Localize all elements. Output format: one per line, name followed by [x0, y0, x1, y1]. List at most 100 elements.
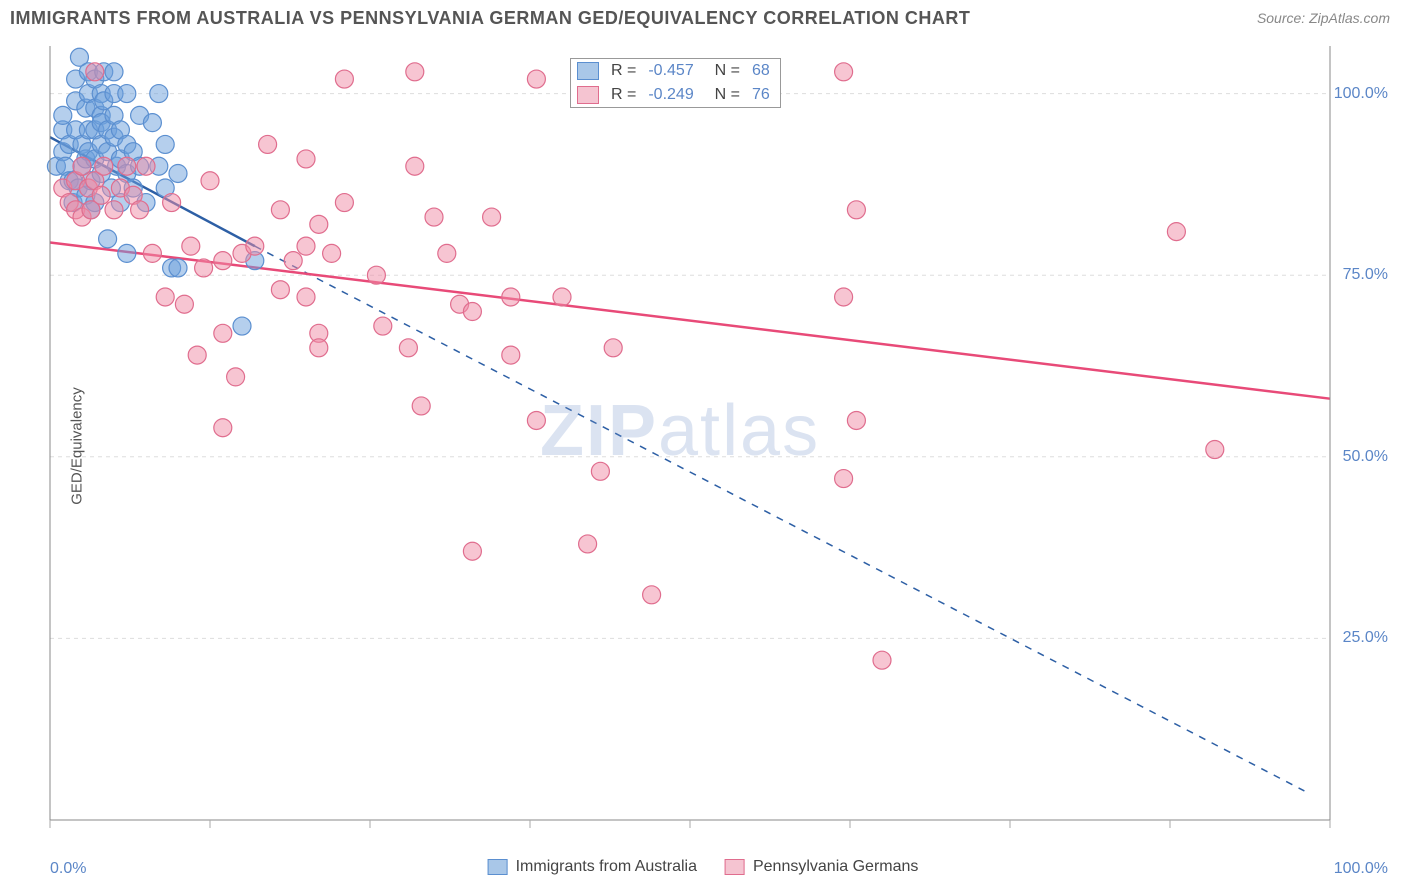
- scatter-point: [463, 542, 481, 560]
- scatter-point: [137, 157, 155, 175]
- scatter-point: [335, 70, 353, 88]
- scatter-point: [118, 157, 136, 175]
- scatter-point: [227, 368, 245, 386]
- series-swatch: [577, 62, 599, 80]
- scatter-point: [406, 63, 424, 81]
- scatter-point: [143, 114, 161, 132]
- scatter-point: [323, 244, 341, 262]
- legend-item: Pennsylvania Germans: [725, 858, 918, 876]
- scatter-point: [502, 288, 520, 306]
- scatter-point: [105, 201, 123, 219]
- series-legend: Immigrants from Australia Pennsylvania Ge…: [488, 858, 919, 876]
- scatter-chart: [0, 0, 1406, 892]
- scatter-point: [847, 201, 865, 219]
- scatter-point: [297, 237, 315, 255]
- scatter-point: [233, 317, 251, 335]
- stat-key: R =: [611, 86, 636, 104]
- x-min-label: 0.0%: [50, 860, 86, 878]
- scatter-point: [1206, 441, 1224, 459]
- scatter-point: [412, 397, 430, 415]
- scatter-point: [99, 230, 117, 248]
- scatter-point: [150, 85, 168, 103]
- scatter-point: [175, 295, 193, 313]
- stat-r: -0.249: [648, 86, 693, 104]
- scatter-point: [527, 411, 545, 429]
- scatter-point: [131, 201, 149, 219]
- scatter-point: [201, 172, 219, 190]
- series-swatch: [488, 859, 508, 875]
- scatter-point: [463, 303, 481, 321]
- scatter-point: [214, 252, 232, 270]
- scatter-point: [169, 164, 187, 182]
- scatter-point: [502, 346, 520, 364]
- scatter-point: [367, 266, 385, 284]
- scatter-point: [406, 157, 424, 175]
- scatter-point: [399, 339, 417, 357]
- y-axis-title: GED/Equivalency: [68, 387, 85, 505]
- scatter-point: [310, 339, 328, 357]
- series-swatch: [577, 86, 599, 104]
- stat-row: R = -0.249 N = 76: [571, 83, 780, 107]
- stat-n: 68: [752, 62, 770, 80]
- scatter-point: [86, 63, 104, 81]
- scatter-point: [310, 215, 328, 233]
- scatter-point: [335, 194, 353, 212]
- scatter-point: [214, 419, 232, 437]
- scatter-point: [553, 288, 571, 306]
- scatter-point: [835, 470, 853, 488]
- scatter-point: [284, 252, 302, 270]
- scatter-point: [271, 281, 289, 299]
- scatter-point: [188, 346, 206, 364]
- stat-row: R = -0.457 N = 68: [571, 59, 780, 83]
- scatter-point: [835, 63, 853, 81]
- legend-item: Immigrants from Australia: [488, 858, 697, 876]
- scatter-point: [425, 208, 443, 226]
- x-max-label: 100.0%: [1334, 860, 1388, 878]
- scatter-point: [214, 324, 232, 342]
- scatter-point: [118, 85, 136, 103]
- stat-key: N =: [706, 62, 740, 80]
- correlation-stats-box: R = -0.457 N = 68R = -0.249 N = 76: [570, 58, 781, 108]
- scatter-point: [105, 63, 123, 81]
- y-tick-label: 100.0%: [1334, 85, 1388, 103]
- scatter-point: [163, 194, 181, 212]
- stat-n: 76: [752, 86, 770, 104]
- y-tick-label: 50.0%: [1343, 448, 1388, 466]
- scatter-point: [259, 135, 277, 153]
- scatter-point: [579, 535, 597, 553]
- scatter-point: [847, 411, 865, 429]
- scatter-point: [271, 201, 289, 219]
- scatter-point: [591, 462, 609, 480]
- scatter-point: [95, 157, 113, 175]
- legend-label: Pennsylvania Germans: [753, 858, 918, 876]
- scatter-point: [156, 288, 174, 306]
- scatter-point: [527, 70, 545, 88]
- stat-r: -0.457: [648, 62, 693, 80]
- scatter-point: [73, 157, 91, 175]
- scatter-point: [92, 186, 110, 204]
- scatter-point: [182, 237, 200, 255]
- scatter-point: [643, 586, 661, 604]
- scatter-point: [483, 208, 501, 226]
- scatter-point: [169, 259, 187, 277]
- scatter-point: [246, 237, 264, 255]
- scatter-point: [438, 244, 456, 262]
- scatter-point: [835, 288, 853, 306]
- scatter-point: [604, 339, 622, 357]
- scatter-point: [873, 651, 891, 669]
- scatter-point: [297, 288, 315, 306]
- scatter-point: [297, 150, 315, 168]
- legend-label: Immigrants from Australia: [516, 858, 697, 876]
- scatter-point: [143, 244, 161, 262]
- scatter-point: [54, 106, 72, 124]
- scatter-point: [374, 317, 392, 335]
- scatter-point: [1167, 223, 1185, 241]
- scatter-point: [195, 259, 213, 277]
- trend-line-extrapolated: [255, 246, 1305, 791]
- stat-key: R =: [611, 62, 636, 80]
- scatter-point: [156, 135, 174, 153]
- y-tick-label: 75.0%: [1343, 266, 1388, 284]
- y-tick-label: 25.0%: [1343, 629, 1388, 647]
- series-swatch: [725, 859, 745, 875]
- scatter-point: [118, 244, 136, 262]
